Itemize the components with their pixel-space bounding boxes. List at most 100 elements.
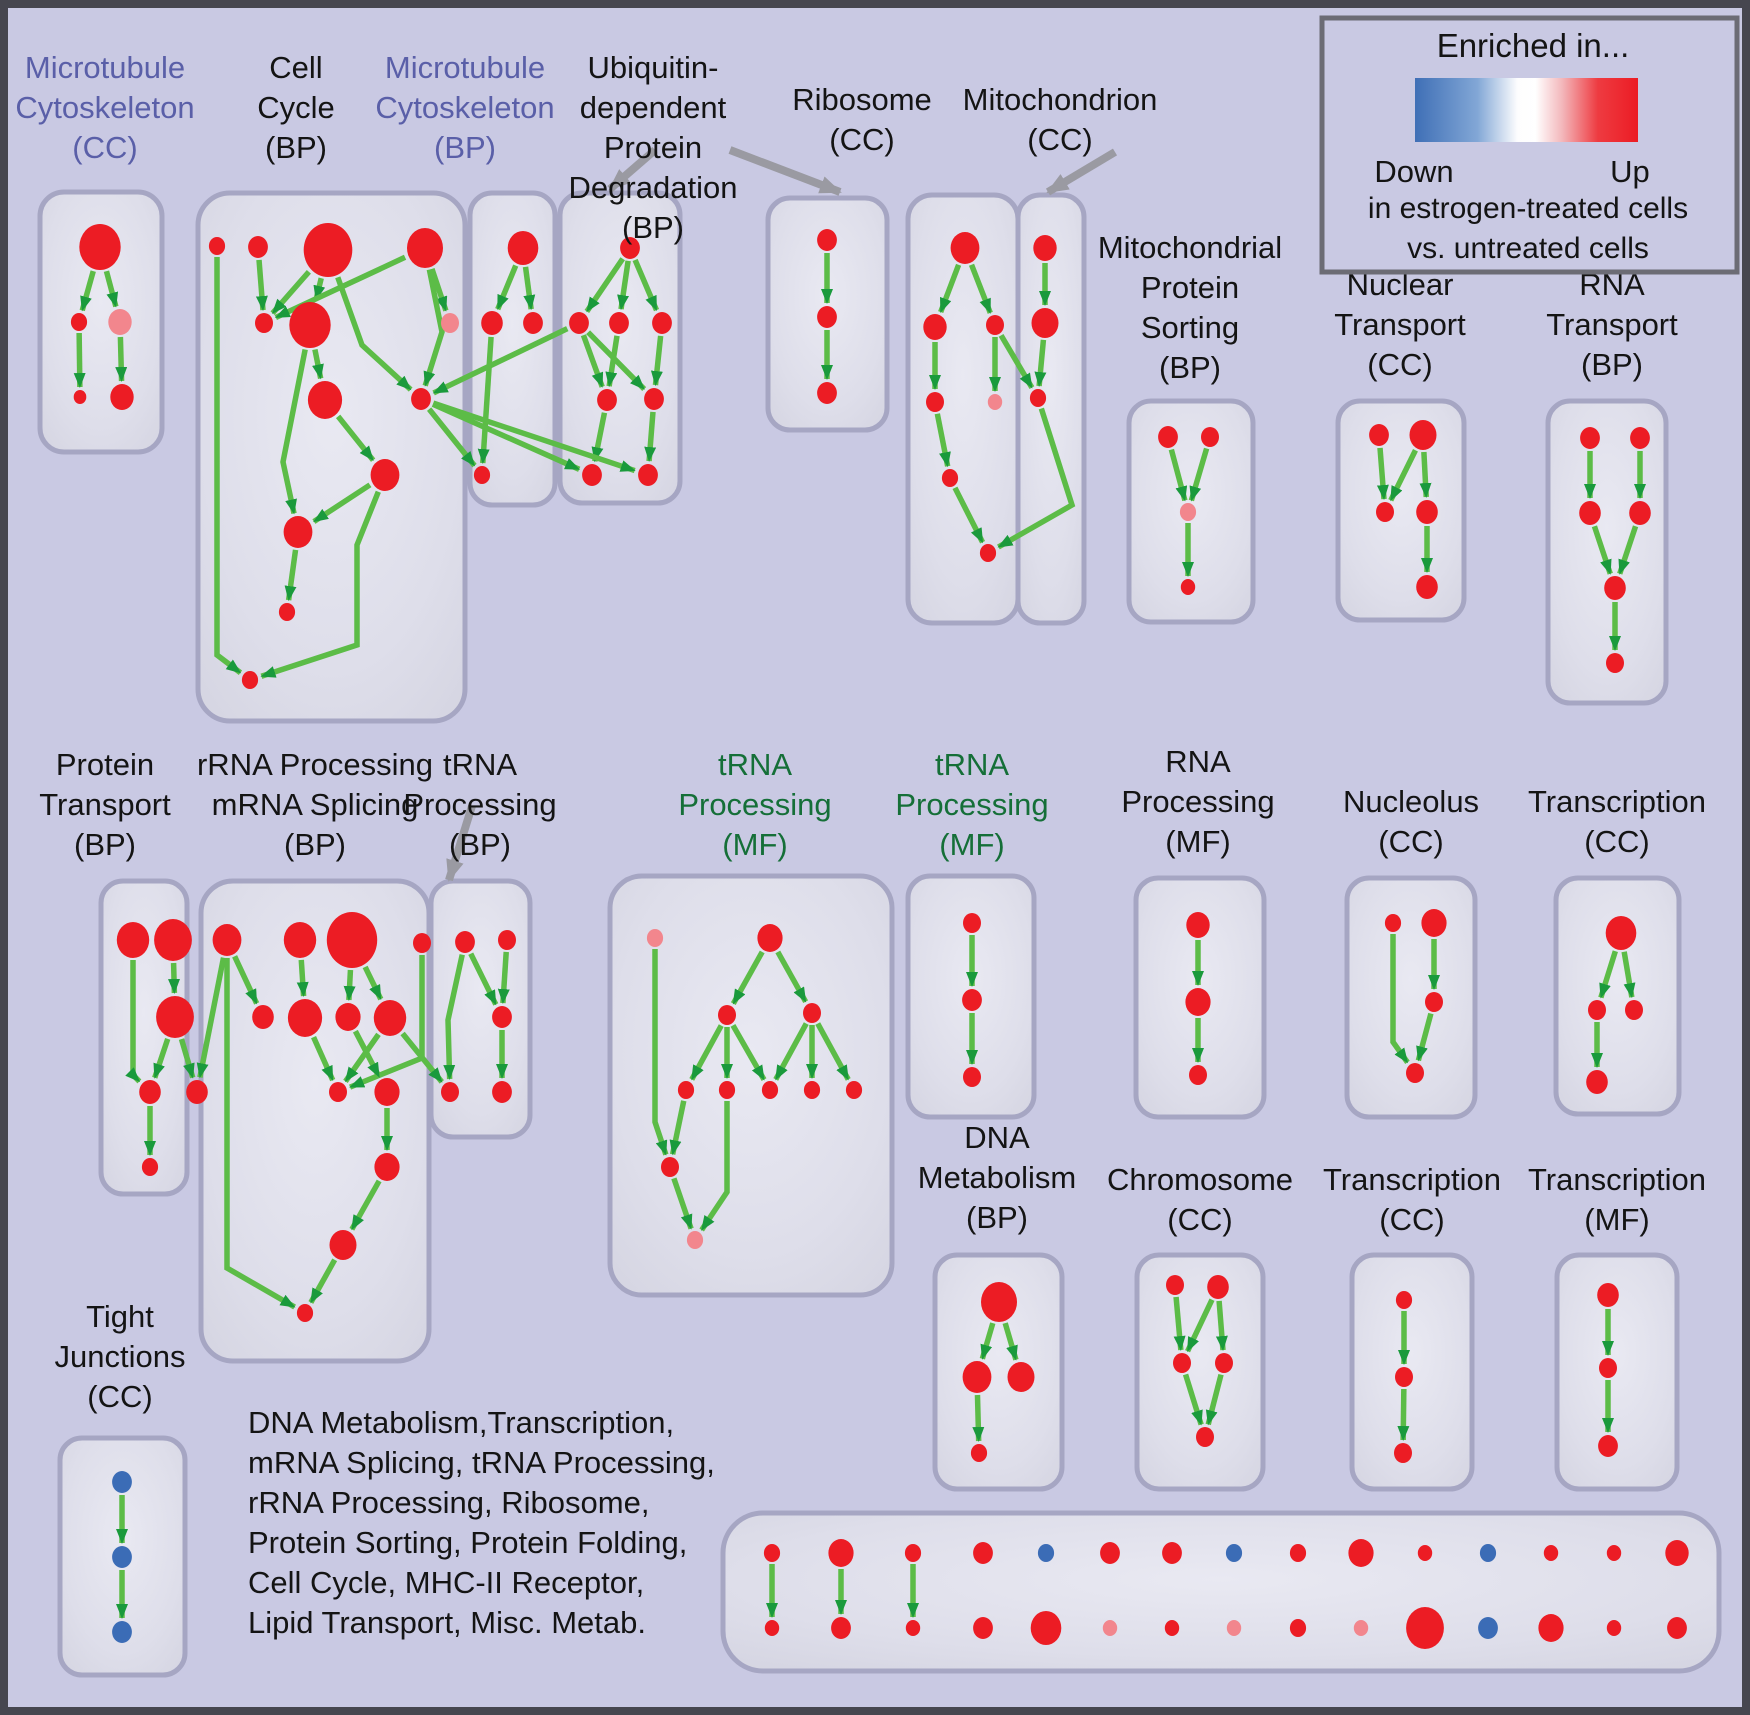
edge-mc2-mc4 xyxy=(73,332,86,389)
go-term-node-tm7 xyxy=(761,1081,779,1099)
cluster-box-microtubule-cc xyxy=(37,189,165,455)
label-transcription-mf: Transcription (MF) xyxy=(1528,1162,1706,1237)
go-term-node-cc4 xyxy=(407,228,443,268)
edge-rr1-rr13 xyxy=(224,958,296,1310)
go-term-node-ch3 xyxy=(1173,1353,1191,1373)
go-term-node-ch5 xyxy=(1196,1427,1214,1447)
edge-t21-t22 xyxy=(1598,950,1618,999)
go-term-node-rr7 xyxy=(335,1003,361,1031)
go-term-node-ch1 xyxy=(1166,1275,1184,1295)
go-term-node-pt3 xyxy=(156,996,194,1038)
go-term-node-t32 xyxy=(1395,1367,1413,1387)
label-cell-cycle: Cell Cycle (BP) xyxy=(257,50,335,165)
edge-tm2-tm4 xyxy=(775,950,809,1004)
label-transcription-cc-3: Transcription (CC) xyxy=(1323,1162,1501,1237)
edge-pt3-ptx xyxy=(178,1038,196,1079)
edge-rb4-rb6 xyxy=(934,413,951,468)
go-term-node-mo1 xyxy=(1033,235,1057,261)
go-term-node-rr2 xyxy=(283,922,317,958)
edge-t21-t23 xyxy=(1621,951,1636,999)
edge-tm2-tm3 xyxy=(730,950,765,1005)
label-chromosome: Chromosome (CC) xyxy=(1107,1162,1293,1237)
label-trna-processing-bp: tRNA Processing (BP) xyxy=(403,747,556,862)
go-term-node-cc3 xyxy=(303,223,353,277)
edge-cc3-cc9 xyxy=(335,276,413,392)
go-term-node-rb2 xyxy=(923,314,947,340)
go-term-node-cc10 xyxy=(370,459,400,491)
go-term-node-rt4 xyxy=(1629,501,1651,525)
go-term-node-nu2 xyxy=(1421,909,1447,937)
label-trna-processing-mf-1: tRNA Processing (MF) xyxy=(678,747,831,862)
matrix-bottom-node-9 xyxy=(1289,1619,1307,1637)
matrix-bottom-node-12 xyxy=(1478,1617,1498,1639)
go-term-node-cc12 xyxy=(278,603,296,621)
matrix-top-node-10 xyxy=(1348,1539,1374,1567)
go-term-node-pt5 xyxy=(141,1158,159,1176)
edge-mc1-mc3 xyxy=(103,270,119,308)
go-term-node-tm6 xyxy=(718,1081,736,1099)
go-term-node-rt1 xyxy=(1580,427,1600,449)
label-ubiquitin: Ubiquitin-dependent Protein Degradation (BP… xyxy=(569,50,738,245)
go-term-node-cc9 xyxy=(411,388,431,410)
go-term-node-ms2 xyxy=(1201,427,1219,447)
edge-ub2-cc9 xyxy=(432,326,569,396)
edge-nu1-nu4 xyxy=(1390,934,1410,1064)
go-term-node-mc2 xyxy=(70,313,88,331)
go-term-node-ms4 xyxy=(1180,579,1196,595)
go-term-node-rb6 xyxy=(941,469,959,487)
go-term-node-mt1 xyxy=(507,231,539,265)
go-term-node-tb2 xyxy=(498,930,516,950)
go-term-node-nu4 xyxy=(1406,1063,1424,1083)
go-term-node-cc13 xyxy=(241,671,259,689)
go-term-node-tm2 xyxy=(757,924,783,952)
matrix-top-node-6 xyxy=(1100,1542,1120,1564)
go-term-node-tj2 xyxy=(112,1546,132,1568)
go-term-node-cc2 xyxy=(248,236,268,258)
label-dna-metabolism: DNA Metabolism (BP) xyxy=(918,1120,1077,1235)
go-term-node-rr8 xyxy=(373,1000,407,1036)
matrix-top-node-14 xyxy=(1606,1545,1622,1561)
go-term-node-rr10 xyxy=(374,1078,400,1106)
edge-mc1-mc2 xyxy=(79,270,96,312)
go-term-node-ts3 xyxy=(963,1067,981,1087)
matrix-bottom-node-3 xyxy=(905,1620,921,1636)
matrix-top-node-9 xyxy=(1289,1544,1307,1562)
edge-tm3-tm5 xyxy=(689,1024,724,1081)
go-term-node-rt3 xyxy=(1579,501,1601,525)
cluster-box-transcription-cc-2 xyxy=(1553,875,1682,1117)
pointer-trna-bp xyxy=(445,804,476,882)
go-term-node-tb3 xyxy=(492,1006,512,1028)
edge-ch2-ch4 xyxy=(1215,1300,1228,1352)
edge-mt2-mt4 xyxy=(477,336,494,465)
edge-dm2-dm4 xyxy=(972,1394,985,1443)
go-term-node-tm4 xyxy=(803,1003,821,1023)
edge-rt4-rt5 xyxy=(1617,525,1639,575)
cluster-box-microtubule-bp xyxy=(467,190,558,508)
go-term-node-cc5 xyxy=(255,313,273,333)
edge-rr1-rr5 xyxy=(232,955,260,1005)
edge-nt2-nt3 xyxy=(1388,449,1418,502)
go-term-node-ms1 xyxy=(1158,426,1178,448)
go-term-node-ub6 xyxy=(644,388,664,410)
edge-tm1-tm10 xyxy=(652,949,669,1156)
go-term-node-ub3 xyxy=(609,312,629,334)
go-term-node-t24 xyxy=(1586,1070,1608,1094)
go-term-node-nt4 xyxy=(1416,500,1438,524)
matrix-top-node-15 xyxy=(1665,1540,1689,1566)
go-term-node-ch2 xyxy=(1207,1275,1229,1299)
matrix-bottom-node-1 xyxy=(764,1620,780,1636)
go-term-node-dm4 xyxy=(970,1444,988,1462)
edge-dm1-dm3 xyxy=(1002,1322,1019,1361)
edge-cc8-cc10 xyxy=(335,414,376,462)
go-term-node-ch4 xyxy=(1215,1353,1233,1373)
go-term-node-u22 xyxy=(817,306,837,328)
edge-tm4-tm7 xyxy=(773,1022,809,1081)
go-term-node-t31 xyxy=(1395,1291,1413,1309)
edge-ms2-ms3 xyxy=(1188,447,1210,502)
edge-ub1-ub4 xyxy=(632,258,660,312)
go-term-node-tj1 xyxy=(112,1471,132,1493)
matrix-bottom-node-11 xyxy=(1406,1607,1444,1649)
